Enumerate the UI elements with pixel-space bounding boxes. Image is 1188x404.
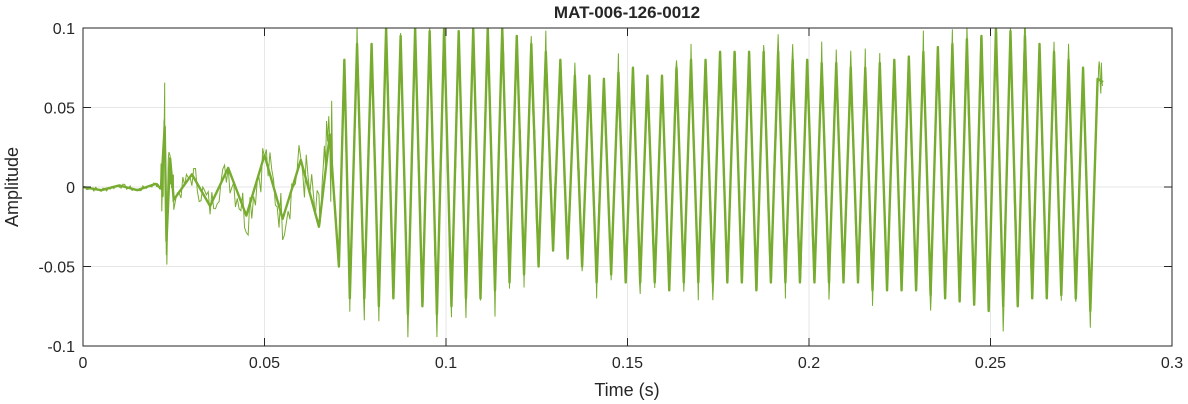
chart-title: MAT-006-126-0012 [554,3,700,22]
x-tick-label: 0.05 [249,355,280,372]
waveform-series-line [83,28,1104,316]
x-tick-label: 0.3 [1161,355,1183,372]
x-tick-label: 0.25 [975,355,1006,372]
y-tick-label: 0.1 [53,21,75,38]
x-tick-label: 0.15 [612,355,643,372]
y-tick-label: 0.05 [44,101,75,118]
y-tick-label: -0.1 [47,339,75,356]
plot-data-layer [83,28,1104,338]
y-tick-labels: -0.1 -0.05 0 0.05 0.1 [39,21,76,356]
y-axis-label: Amplitude [2,147,22,227]
tick-marks [82,27,1173,347]
x-axis-label: Time (s) [594,380,659,400]
y-tick-label: -0.05 [39,260,76,277]
y-tick-label: 0 [66,180,75,197]
x-tick-label: 0.1 [435,355,457,372]
x-tick-label: 0.2 [798,355,820,372]
x-tick-labels: 0 0.05 0.1 0.15 0.2 0.25 0.3 [79,355,1184,372]
x-tick-label: 0 [79,355,88,372]
